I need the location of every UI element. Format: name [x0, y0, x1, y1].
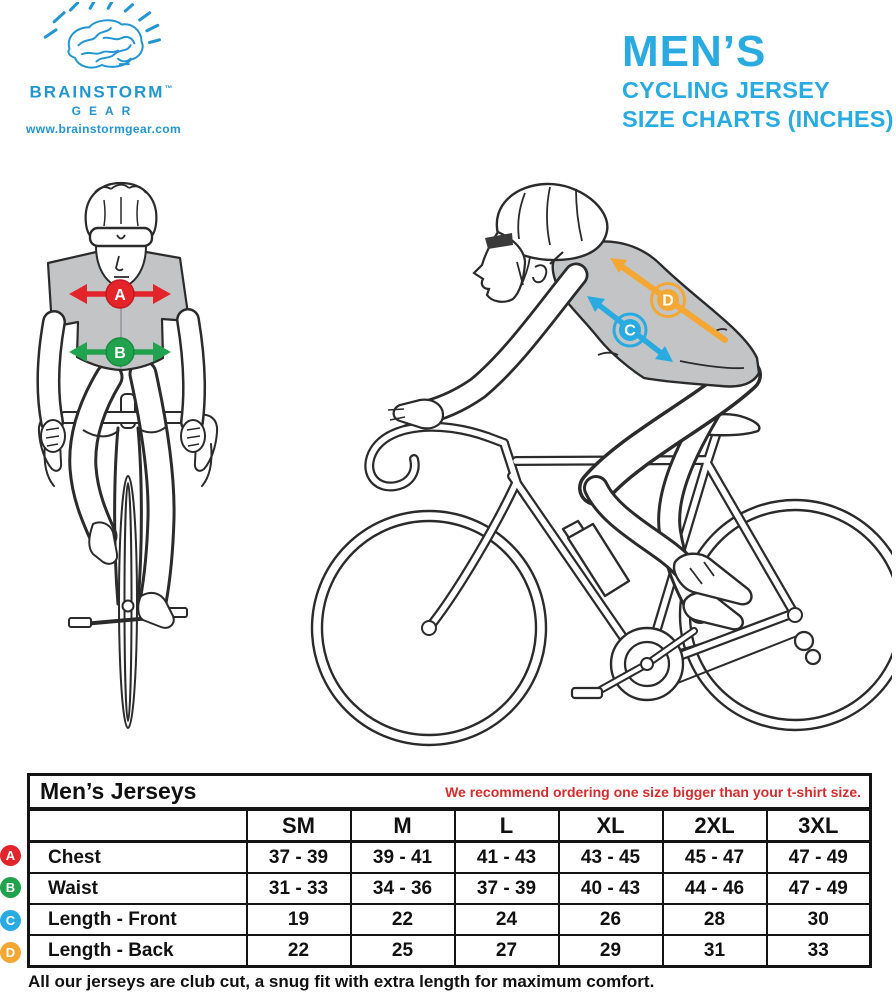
size-value-cell: 39 - 41	[349, 840, 456, 874]
front-view-cyclist-figure: A B	[36, 181, 219, 729]
size-value-cell: 37 - 39	[453, 872, 560, 905]
size-value-cell: 19	[245, 903, 352, 936]
size-header-2xl: 2XL	[661, 808, 768, 843]
helmet-side	[495, 182, 609, 262]
table-row-waist: Waist 31 - 33 34 - 36 37 - 39 40 - 43 44…	[27, 872, 872, 905]
size-header-l: L	[453, 808, 560, 843]
brand-name: BRAINSTORM™	[29, 82, 173, 102]
size-value-cell: 34 - 36	[349, 872, 456, 905]
table-title: Men’s Jerseys	[40, 778, 197, 804]
row-marker-chest: A	[0, 845, 21, 866]
rider-arms-front	[36, 308, 207, 434]
size-header-m: M	[349, 808, 456, 843]
rider-head-side	[472, 182, 609, 303]
size-value-cell: 22	[245, 934, 352, 968]
waist-measure-arrow-B: B	[69, 337, 171, 367]
page-title: MEN’S CYCLING JERSEY SIZE CHARTS (INCHES…	[622, 28, 894, 134]
table-row-chest: Chest 37 - 39 39 - 41 41 - 43 43 - 45 45…	[27, 840, 872, 874]
size-chart-table: Men’s Jerseys We recommend ordering one …	[27, 773, 872, 968]
table-note: We recommend ordering one size bigger th…	[445, 783, 861, 800]
title-line-2: CYCLING JERSEY	[622, 77, 830, 103]
size-value-cell: 24	[453, 903, 560, 936]
size-value-cell: 41 - 43	[453, 840, 560, 874]
rider-head-front	[84, 181, 158, 287]
rider-hands-front	[40, 419, 206, 453]
crankset	[570, 626, 698, 702]
size-value-cell: 28	[661, 903, 768, 936]
title-line-1: MEN’S	[622, 27, 767, 76]
title-line-3: SIZE CHARTS (INCHES)	[622, 106, 894, 132]
front-length-arrow-C: C	[587, 296, 673, 362]
size-value-cell: 27	[453, 934, 560, 968]
side-view-cyclist-figure: D C	[310, 182, 892, 747]
rider-hand-side	[387, 398, 445, 430]
face-side	[472, 230, 527, 303]
size-value-cell: 43 - 45	[557, 840, 664, 874]
row-label: Waist	[27, 872, 248, 905]
back-length-arrow-D: D	[610, 258, 728, 343]
rear-derailleur	[793, 630, 822, 666]
empty-header-cell	[27, 808, 248, 843]
row-marker-length-back: D	[0, 942, 21, 963]
size-value-cell: 25	[349, 934, 456, 968]
brain-logo-icon	[43, 0, 162, 69]
chest-measure-arrow-A: A	[69, 279, 171, 309]
jersey-side	[551, 240, 761, 388]
size-value-cell: 31	[661, 934, 768, 968]
table-row-length-back: Length - Back 22 25 27 29 31 33	[27, 934, 872, 968]
size-value-cell: 47 - 49	[765, 872, 872, 905]
brand-website: www.brainstormgear.com	[26, 121, 182, 136]
size-value-cell: 30	[765, 903, 872, 936]
water-bottle	[561, 519, 631, 598]
row-marker-length-front: C	[0, 910, 21, 931]
size-header-sm: SM	[245, 808, 352, 843]
sunglasses-icon	[88, 226, 154, 248]
rear-hub	[787, 607, 803, 623]
helmet-strap	[516, 256, 531, 291]
size-value-cell: 22	[349, 903, 456, 936]
size-value-cell: 31 - 33	[245, 872, 352, 905]
rider-legs-front	[68, 359, 176, 617]
size-header-3xl: 3XL	[765, 808, 872, 843]
size-value-cell: 45 - 47	[661, 840, 768, 874]
rider-near-leg	[578, 357, 762, 579]
size-value-cell: 44 - 46	[661, 872, 768, 905]
sunglasses-side-icon	[485, 233, 513, 249]
front-hub	[421, 620, 437, 636]
brand-division: GEAR	[71, 103, 139, 118]
trademark-symbol: ™	[164, 84, 173, 93]
row-label: Chest	[27, 840, 248, 874]
marker-a-letter: A	[114, 287, 126, 304]
size-value-cell: 40 - 43	[557, 872, 664, 905]
table-row-length-front: Length - Front 19 22 24 26 28 30	[27, 903, 872, 936]
marker-b-letter: B	[114, 345, 126, 362]
brand-logo: BRAINSTORM™ GEAR www.brainstormgear.com	[26, 0, 182, 136]
row-label: Length - Front	[27, 903, 248, 936]
size-value-cell: 29	[557, 934, 664, 968]
row-label: Length - Back	[27, 934, 248, 968]
rider-feet-front	[82, 425, 175, 629]
row-marker-waist: B	[0, 877, 21, 898]
size-value-cell: 33	[765, 934, 872, 968]
size-value-cell: 47 - 49	[765, 840, 872, 874]
size-header-xl: XL	[557, 808, 664, 843]
marker-c-letter: C	[624, 323, 636, 340]
footer-note: All our jerseys are club cut, a snug fit…	[28, 972, 655, 991]
size-value-cell: 37 - 39	[245, 840, 352, 874]
near-shoe	[672, 552, 753, 606]
size-value-cell: 26	[557, 903, 664, 936]
marker-d-letter: D	[662, 293, 674, 310]
ear	[532, 264, 548, 284]
